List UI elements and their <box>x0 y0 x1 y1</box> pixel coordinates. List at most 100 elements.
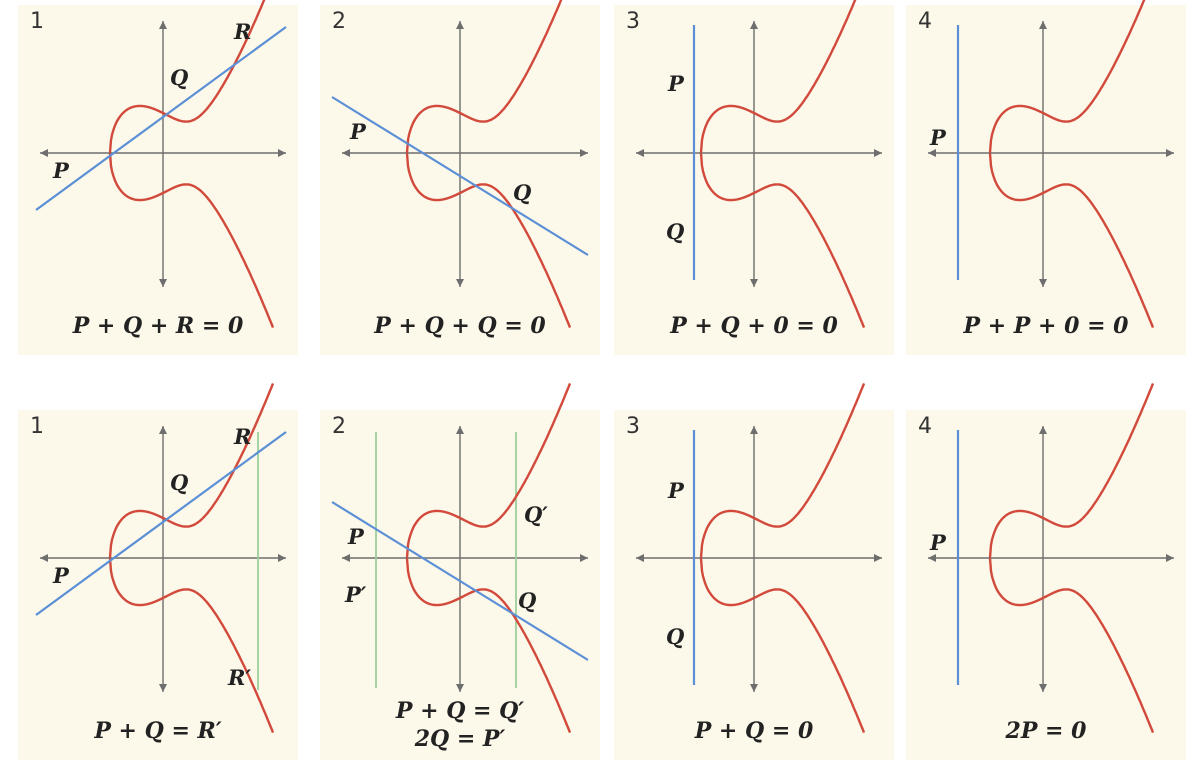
panel-number: 4 <box>918 414 932 439</box>
point-label: P <box>52 158 70 183</box>
y-axis-arrow-down <box>159 684 167 692</box>
diagram-panel: P Q R R′ 1 P + Q = R′ <box>18 382 298 760</box>
point-label: R <box>233 19 251 44</box>
elliptic-curve-lower <box>108 558 275 734</box>
diagram-panel: P Q P′ Q′ 2 P + Q = Q′ 2Q = P′ <box>320 382 600 760</box>
elliptic-curve-lower <box>988 558 1155 734</box>
x-axis-arrow-left <box>636 554 644 562</box>
y-axis-arrow-down <box>456 279 464 287</box>
y-axis-arrow-down <box>750 684 758 692</box>
x-axis-arrow-right <box>874 149 882 157</box>
elliptic-curve-upper <box>699 0 857 153</box>
elliptic-curve-lower <box>108 153 275 329</box>
point-label: P <box>929 125 947 150</box>
diagram-panel: P Q R 1 P + Q + R = 0 <box>18 0 298 355</box>
curve-group <box>988 0 1155 329</box>
x-axis-arrow-right <box>1166 149 1174 157</box>
panel-number: 1 <box>30 9 44 34</box>
elliptic-curve-upper <box>699 382 866 558</box>
y-axis-arrow-up <box>1039 21 1047 29</box>
secant-line <box>331 501 589 661</box>
panel-number: 3 <box>626 9 640 34</box>
panel-plot: P Q R R′ <box>35 382 287 734</box>
point-label: Q <box>666 624 684 649</box>
panel-caption: P + Q = Q′ <box>395 698 525 724</box>
elliptic-curve-upper <box>405 382 572 558</box>
secant-line <box>35 431 287 616</box>
panel-plot: P <box>928 0 1174 329</box>
point-label: Q <box>518 588 536 613</box>
y-axis-arrow-up <box>1039 426 1047 434</box>
x-axis-arrow-right <box>278 149 286 157</box>
secant-line <box>331 96 589 256</box>
elliptic-curve-upper <box>108 382 275 558</box>
x-axis-arrow-left <box>40 554 48 562</box>
panel-number: 2 <box>332 414 346 439</box>
plot-group: P Q P′ Q′ <box>331 382 589 734</box>
y-axis-arrow-up <box>750 426 758 434</box>
panel-plot: P <box>928 382 1174 734</box>
plot-group: PQ <box>636 0 882 329</box>
y-axis-arrow-up <box>159 21 167 29</box>
curve-group <box>699 0 866 329</box>
x-axis-arrow-right <box>580 149 588 157</box>
panel-caption: P + Q = R′ <box>94 718 222 744</box>
panel-caption: P + Q + 0 = 0 <box>670 313 838 339</box>
y-axis-arrow-down <box>159 279 167 287</box>
elliptic-curve-lower <box>988 153 1155 329</box>
curve-group <box>988 382 1155 734</box>
point-label: P <box>52 563 70 588</box>
elliptic-curve-upper <box>108 0 266 153</box>
panel-plot: PQ <box>636 0 882 329</box>
elliptic-curve-lower <box>699 558 866 734</box>
panel-number: 2 <box>332 9 346 34</box>
panel-caption: 2P = 0 <box>1005 718 1087 744</box>
point-label: P <box>667 478 685 503</box>
point-label: Q <box>170 470 188 495</box>
panel-plot: P Q P′ Q′ <box>331 382 589 734</box>
panel-caption: P + Q + Q = 0 <box>374 313 546 339</box>
y-axis-arrow-down <box>750 279 758 287</box>
elliptic-curve-upper <box>988 0 1146 153</box>
y-axis-arrow-down <box>456 684 464 692</box>
y-axis-arrow-up <box>456 21 464 29</box>
y-axis-arrow-down <box>1039 684 1047 692</box>
point-label: Q′ <box>524 502 548 527</box>
point-label: Q <box>170 65 188 90</box>
point-label: Q <box>513 180 531 205</box>
diagram-panel: P 4 P + P + 0 = 0 <box>906 0 1186 355</box>
panel-plot: PQ <box>331 0 589 329</box>
panel-caption-secondary: 2Q = P′ <box>414 726 506 752</box>
y-axis-arrow-up <box>750 21 758 29</box>
point-label: P <box>349 119 367 144</box>
y-axis-arrow-up <box>159 426 167 434</box>
x-axis-arrow-left <box>342 554 350 562</box>
x-axis-arrow-right <box>278 554 286 562</box>
panel-plot: P Q R <box>35 0 287 329</box>
y-axis-arrow-down <box>1039 279 1047 287</box>
point-label: P <box>667 71 685 96</box>
x-axis-arrow-right <box>580 554 588 562</box>
panel-number: 4 <box>918 9 932 34</box>
elliptic-curve-lower <box>405 558 572 734</box>
plot-group: P Q R R′ <box>35 382 287 734</box>
plot-group: P <box>928 382 1174 734</box>
point-label: Q <box>666 219 684 244</box>
y-axis-arrow-up <box>456 426 464 434</box>
x-axis-arrow-left <box>928 149 936 157</box>
x-axis-arrow-left <box>636 149 644 157</box>
x-axis-arrow-left <box>40 149 48 157</box>
panel-plot: PQ <box>636 382 882 734</box>
x-axis-arrow-left <box>342 149 350 157</box>
elliptic-curve-lower <box>405 153 572 329</box>
x-axis-arrow-right <box>1166 554 1174 562</box>
curve-group <box>405 0 572 329</box>
elliptic-curve-upper <box>405 0 563 153</box>
point-label: R′ <box>227 665 251 690</box>
point-label: P <box>929 530 947 555</box>
panel-caption: P + P + 0 = 0 <box>963 313 1129 339</box>
panel-caption: P + Q + R = 0 <box>72 313 244 339</box>
x-axis-arrow-right <box>874 554 882 562</box>
